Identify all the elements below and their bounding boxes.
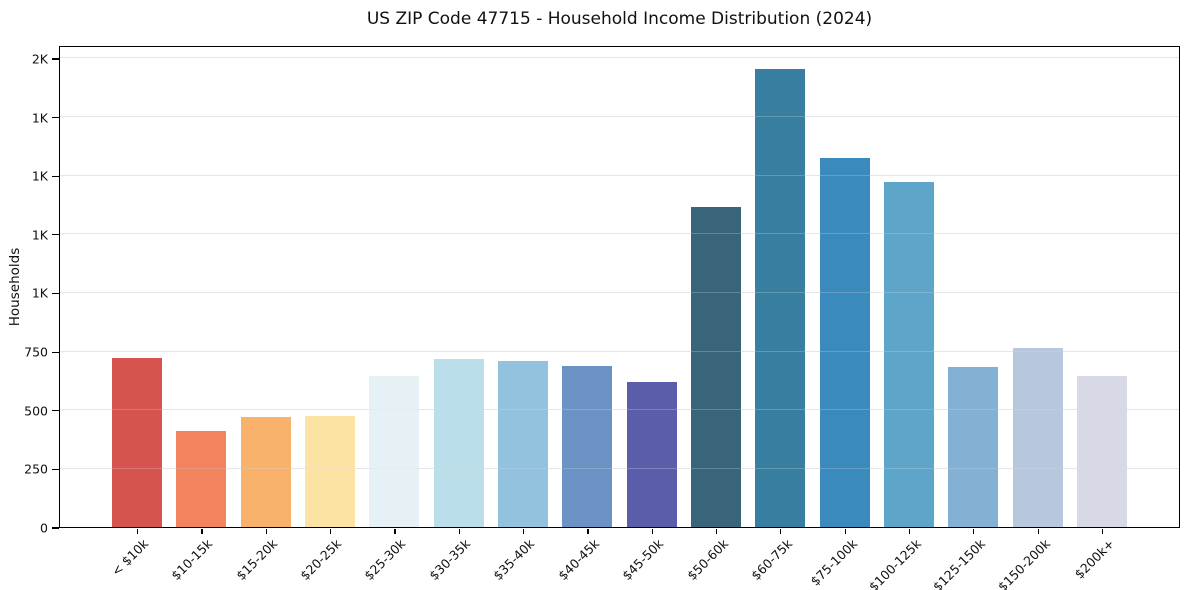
y-tick-label: 500	[24, 403, 48, 419]
x-tick-mark	[458, 529, 460, 534]
x-tick-label: $100-125k	[865, 536, 925, 590]
x-tick-label: $25-30k	[361, 536, 409, 584]
bar-slot	[877, 47, 941, 534]
bar-10-15k	[176, 431, 227, 527]
y-tick-label: 750	[24, 344, 48, 360]
x-tick-label: $35-40k	[490, 536, 538, 584]
bar-slot	[427, 47, 491, 534]
x-tick-mark	[780, 529, 782, 534]
gridline	[60, 174, 1179, 176]
bar-125-150k	[948, 367, 999, 527]
y-tick-mark	[52, 116, 59, 119]
x-tick-label: $150-200k	[994, 536, 1053, 590]
bar-slot	[298, 47, 362, 534]
x-tick-label: $40-45k	[554, 536, 602, 584]
bar-35-40k	[498, 361, 549, 527]
bar-slot	[748, 47, 812, 534]
x-tick-label: $125-150k	[930, 536, 989, 590]
x-tick-label: $10-15k	[168, 536, 216, 584]
x-tick-label: $50-60k	[683, 536, 731, 584]
x-tick-label: $60-75k	[748, 536, 796, 584]
bar-slot	[812, 47, 876, 534]
y-tick-mark	[52, 292, 59, 295]
gridline	[60, 350, 1179, 352]
bar-slot	[362, 47, 426, 534]
chart-title: US ZIP Code 47715 - Household Income Dis…	[366, 9, 873, 29]
bar-slot	[234, 47, 298, 534]
gridline	[60, 57, 1179, 59]
bar-75-100k	[819, 157, 870, 527]
y-tick-mark	[52, 410, 59, 412]
x-tick-label: $200k+	[1071, 536, 1118, 582]
bar-200k	[1076, 376, 1127, 527]
bar-slot	[1005, 47, 1069, 534]
y-axis-tick-marks	[52, 46, 59, 529]
bar-150-200k	[1012, 348, 1063, 527]
y-tick-mark	[52, 527, 59, 529]
x-tick-mark	[587, 529, 589, 534]
bar-slot	[169, 47, 233, 534]
y-tick-label: 1K	[31, 110, 48, 126]
x-tick-mark	[1037, 529, 1039, 534]
y-tick-label: 250	[24, 461, 48, 477]
bar-15-20k	[240, 417, 291, 527]
x-tick-mark	[844, 529, 846, 534]
x-tick-label: $15-20k	[232, 536, 280, 584]
y-tick-label: 1K	[31, 285, 48, 301]
x-tick-label: $20-25k	[297, 536, 345, 584]
bar-slot	[491, 47, 555, 534]
bar-100-125k	[883, 182, 934, 527]
x-tick-mark	[973, 529, 975, 534]
bar-slot	[941, 47, 1005, 534]
bar-60-75k	[755, 69, 806, 527]
bars-layer	[60, 47, 1179, 534]
y-tick-mark	[52, 175, 59, 177]
bar-50-60k	[690, 207, 741, 527]
y-tick-mark	[52, 58, 59, 60]
gridline	[60, 233, 1179, 235]
bar-45-50k	[626, 382, 677, 527]
gridline	[60, 409, 1179, 411]
y-tick-mark	[52, 468, 59, 470]
x-tick-mark	[394, 529, 396, 534]
x-tick-label: < $10k	[108, 536, 151, 579]
gridline	[60, 467, 1179, 469]
bar-slot	[1070, 47, 1134, 534]
x-tick-mark	[265, 529, 267, 534]
bar-slot	[684, 47, 748, 534]
bar-20-25k	[305, 416, 356, 527]
x-tick-label: $45-50k	[619, 536, 667, 584]
bar-10k	[112, 357, 163, 527]
y-axis-tick-labels: 0 250 500 750 1K 1K 1K 1K 2K	[0, 46, 48, 535]
x-tick-mark	[201, 529, 203, 534]
x-tick-label: $75-100k	[806, 536, 860, 589]
bar-slot	[555, 47, 619, 534]
bar-30-35k	[433, 358, 484, 527]
y-tick-label: 0	[40, 520, 48, 536]
plot-area	[59, 46, 1180, 534]
x-tick-mark	[908, 529, 911, 534]
x-tick-mark	[137, 529, 139, 534]
x-tick-label: $30-35k	[425, 536, 474, 584]
x-tick-mark	[651, 529, 653, 534]
bar-40-45k	[562, 365, 613, 527]
bar-slot	[105, 47, 169, 534]
y-tick-label: 1K	[31, 168, 48, 184]
bar-25-30k	[369, 376, 420, 527]
gridline	[60, 291, 1179, 293]
x-tick-mark	[523, 529, 525, 534]
x-tick-mark	[1101, 529, 1104, 534]
y-tick-label: 2K	[31, 51, 48, 67]
gridline	[60, 116, 1179, 118]
y-tick-label: 1K	[31, 227, 48, 243]
bar-slot	[620, 47, 684, 534]
x-axis-tick-labels: < $10k $10-15k $15-20k $20-25k $25-30k $30-35…	[59, 533, 1180, 590]
gridlines-under	[60, 47, 1179, 527]
x-tick-mark	[330, 529, 332, 534]
y-tick-mark	[52, 351, 59, 353]
y-tick-mark	[52, 234, 59, 236]
x-tick-mark	[715, 529, 718, 534]
